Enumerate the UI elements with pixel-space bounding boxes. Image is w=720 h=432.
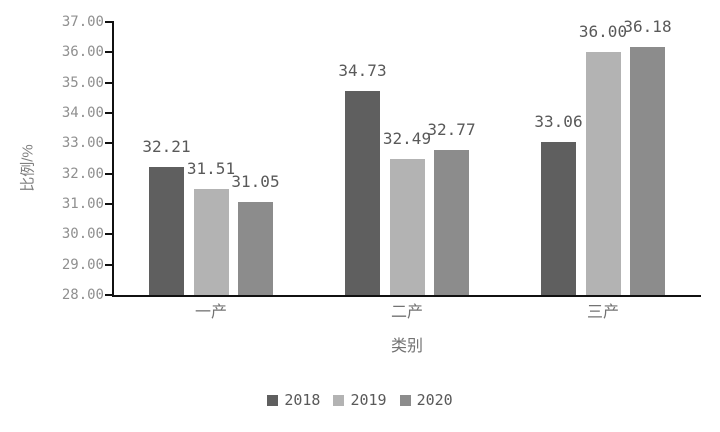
y-tick-label: 35.00 bbox=[61, 74, 104, 91]
legend-label: 2019 bbox=[350, 391, 387, 409]
y-tick-label: 29.00 bbox=[61, 256, 104, 273]
y-tick-mark bbox=[105, 172, 113, 175]
y-tick-label: 28.00 bbox=[61, 287, 104, 303]
legend-item-2018: 2018 bbox=[267, 392, 320, 408]
legend-item-2020: 2020 bbox=[399, 391, 453, 409]
y-tick-mark bbox=[105, 203, 113, 205]
category-label-2: 二产 bbox=[390, 304, 423, 321]
y-tick-mark bbox=[105, 263, 113, 266]
legend-swatch-icon bbox=[399, 394, 411, 406]
y-tick-label: 30.00 bbox=[61, 226, 104, 243]
y-tick-mark bbox=[105, 21, 113, 23]
y-tick-mark bbox=[105, 51, 113, 54]
y-tick-mark bbox=[105, 81, 113, 84]
y-tick-mark bbox=[105, 112, 113, 114]
value-label: 32.77 bbox=[427, 120, 476, 140]
bar-2018-3 bbox=[541, 141, 576, 295]
bar-2019-3 bbox=[585, 52, 621, 295]
y-tick-label: 36.00 bbox=[61, 44, 104, 61]
legend: 2018 2019 2020 bbox=[0, 392, 720, 408]
y-axis-title-text: 比例/% bbox=[19, 144, 37, 192]
legend-swatch-icon bbox=[333, 394, 345, 406]
y-tick-mark bbox=[105, 142, 113, 145]
category-label-3: 三产 bbox=[586, 304, 619, 321]
category-label-1: 一产 bbox=[194, 304, 227, 321]
bar-2019-1 bbox=[193, 188, 229, 295]
bar-2018-2 bbox=[345, 90, 380, 295]
y-tick-label: 34.00 bbox=[61, 105, 104, 121]
value-label: 36.18 bbox=[623, 16, 672, 36]
y-tick-mark bbox=[105, 294, 113, 296]
value-label: 31.51 bbox=[186, 158, 236, 178]
bar-2018-1 bbox=[149, 167, 184, 295]
legend-label: 2020 bbox=[416, 391, 453, 409]
value-label: 34.73 bbox=[338, 60, 387, 80]
legend-label: 2018 bbox=[284, 391, 321, 409]
y-tick-label: 31.00 bbox=[61, 196, 104, 212]
legend-swatch-icon bbox=[267, 394, 279, 406]
value-label: 32.21 bbox=[142, 137, 191, 157]
y-axis-line bbox=[112, 21, 114, 297]
legend-item-2019: 2019 bbox=[333, 391, 387, 409]
value-label: 36.00 bbox=[578, 22, 628, 42]
bar-2020-1 bbox=[238, 202, 273, 295]
value-label: 33.06 bbox=[534, 111, 583, 131]
y-tick-label: 32.00 bbox=[61, 165, 104, 182]
bar-2020-2 bbox=[434, 150, 469, 295]
bar-2019-2 bbox=[389, 158, 425, 295]
bar-2020-3 bbox=[630, 46, 665, 295]
y-tick-label: 37.00 bbox=[61, 14, 104, 30]
x-axis-line bbox=[112, 295, 701, 297]
value-label: 31.05 bbox=[231, 172, 280, 192]
x-axis-title: 类别 bbox=[390, 338, 423, 355]
y-tick-mark bbox=[105, 233, 113, 236]
value-label: 32.49 bbox=[382, 128, 432, 148]
y-tick-label: 33.00 bbox=[61, 135, 104, 152]
